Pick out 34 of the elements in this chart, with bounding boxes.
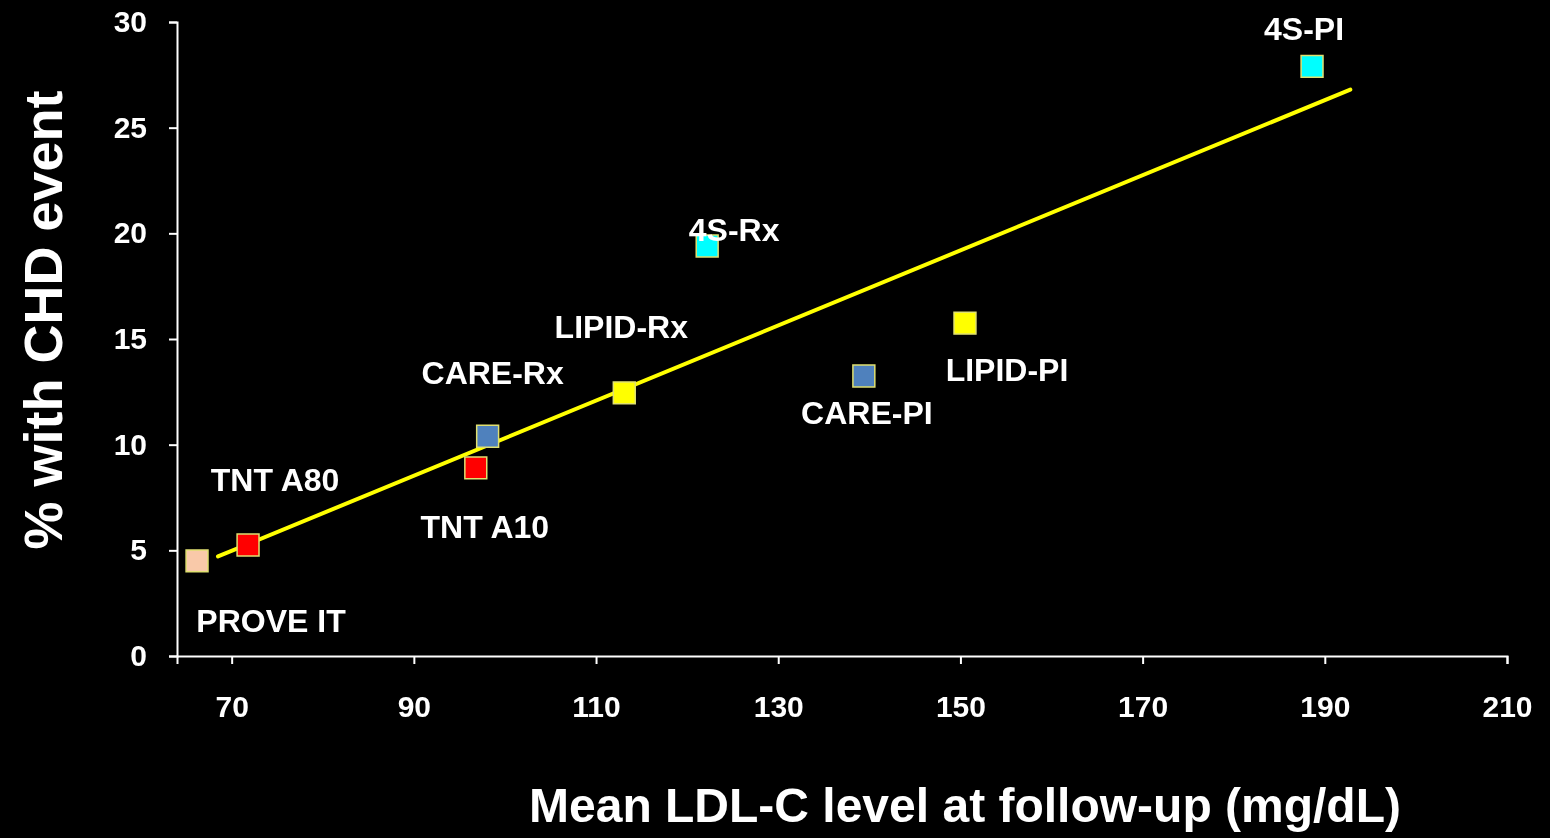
point xyxy=(475,424,500,448)
y-tick-label: 25 xyxy=(113,110,147,144)
y-tick-label: 5 xyxy=(130,533,147,567)
y-tick-label: 10 xyxy=(113,427,147,461)
point xyxy=(612,381,636,405)
y-tick-label: 15 xyxy=(113,322,147,356)
annotation: CARE-Rx xyxy=(421,355,564,392)
x-axis-title: Mean LDL-C level at follow-up (mg/dL) xyxy=(529,779,1401,832)
annotation: LIPID-PI xyxy=(945,352,1069,389)
annotation: PROVE IT xyxy=(196,602,347,639)
x-tick-label: 130 xyxy=(753,690,804,724)
annotation: 4S-Rx xyxy=(688,212,780,249)
point xyxy=(464,456,488,480)
point xyxy=(852,364,876,388)
x-tick-label: 170 xyxy=(1118,690,1169,724)
x-tick-label: 110 xyxy=(572,690,621,724)
x-tick-label: 150 xyxy=(935,690,986,724)
y-tick-label: 20 xyxy=(113,216,147,250)
point xyxy=(185,549,209,573)
point xyxy=(1300,54,1324,79)
y-tick-label: 30 xyxy=(113,5,147,39)
x-tick-label: 190 xyxy=(1300,690,1351,724)
point xyxy=(236,533,260,557)
x-tick-label: 210 xyxy=(1482,690,1533,724)
annotation: TNT A80 xyxy=(210,462,340,499)
point xyxy=(953,311,977,335)
y-tick-label: 0 xyxy=(130,639,147,673)
y-axis-title: % with CHD event xyxy=(13,90,73,550)
annotation: TNT A10 xyxy=(420,508,550,545)
x-tick-label: 90 xyxy=(397,690,432,724)
annotation: 4S-PI xyxy=(1264,11,1345,48)
x-tick-label: 70 xyxy=(215,690,249,724)
annotation: LIPID-Rx xyxy=(554,308,689,345)
annotation: CARE-PI xyxy=(801,394,933,431)
